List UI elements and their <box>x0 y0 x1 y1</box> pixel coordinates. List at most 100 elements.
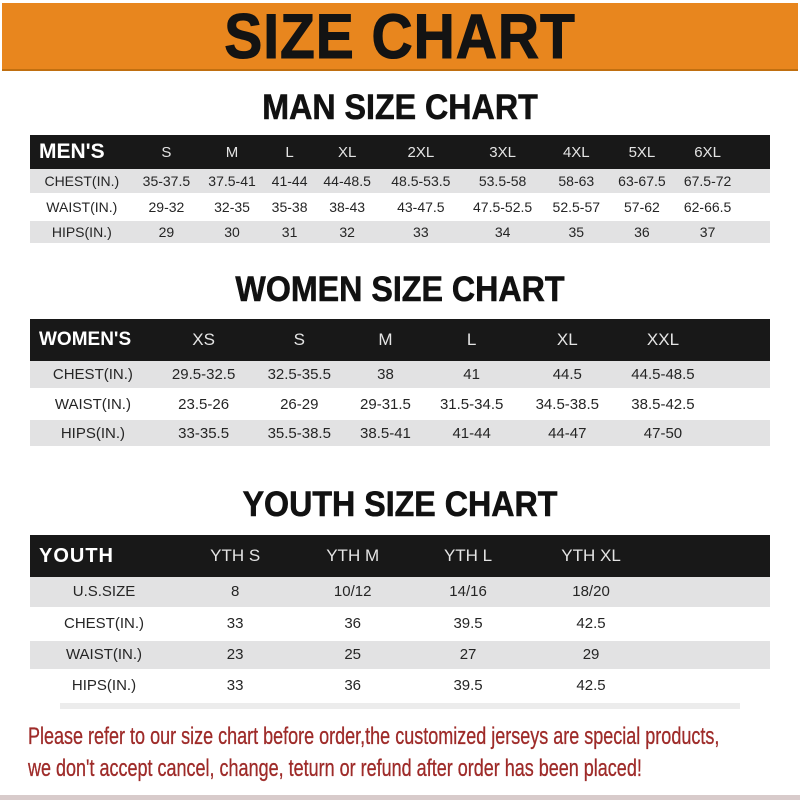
size-cell: 30 <box>199 219 265 246</box>
size-cell: 23.5-26 <box>155 389 252 420</box>
size-cell: 31 <box>264 219 315 246</box>
men-size-table: MEN'S S M L XL 2XL 3XL 4XL 5XL 6XL <box>30 135 770 246</box>
spacer-cell <box>740 169 770 196</box>
size-cell: 25 <box>292 639 414 672</box>
row-label: U.S.SIZE <box>30 577 178 610</box>
size-cell: 32 <box>314 219 380 246</box>
row-label: CHEST(IN.) <box>30 360 156 391</box>
size-cell: 37.5-41 <box>199 169 265 196</box>
size-column-header: YTH XL <box>561 546 621 565</box>
table-row: HIPS(IN.) 33 36 39.5 42.5 <box>30 670 770 703</box>
men-section: MAN SIZE CHART MEN'S S M L XL 2XL 3XL 4X… <box>0 88 800 246</box>
size-cell: 10/12 <box>292 577 414 610</box>
size-column-header: 6XL <box>694 143 721 161</box>
size-cell: 38.5-41 <box>347 418 424 449</box>
size-cell: 53.5-58 <box>461 169 544 196</box>
size-cell: 36 <box>292 670 414 703</box>
size-cell: 58-63 <box>543 169 610 196</box>
size-cell: 52.5-57 <box>543 194 610 221</box>
size-cell: 33 <box>178 608 293 641</box>
size-column-header: XXL <box>646 329 680 349</box>
size-cell: 37 <box>674 219 741 246</box>
youth-header-row: YOUTH YTH S YTH M YTH L YTH XL <box>30 535 770 577</box>
size-cell: 33-35.5 <box>155 418 252 449</box>
table-row: HIPS(IN.) 33-35.5 35.5-38.5 38.5-41 41-4… <box>30 418 770 449</box>
table-row: WAIST(IN.) 23 25 27 29 <box>30 639 770 672</box>
size-cell: 33 <box>178 670 293 703</box>
youth-table-wrap: YOUTH YTH S YTH M YTH L YTH XL U.S.SIZE … <box>0 535 800 709</box>
size-column-header: YTH M <box>326 546 380 565</box>
women-table-label: WOMEN'S <box>39 328 132 350</box>
notice-line-2: we don't accept cancel, change, teturn o… <box>28 754 642 782</box>
row-label: HIPS(IN.) <box>30 418 156 449</box>
size-cell: 35 <box>543 219 610 246</box>
size-column-header: L <box>466 329 477 349</box>
women-section: WOMEN SIZE CHART WOMEN'S XS S M L XL XXL <box>0 269 800 449</box>
row-label: WAIST(IN.) <box>30 389 156 420</box>
size-cell: 41-44 <box>264 169 315 196</box>
spacer-cell <box>659 535 770 577</box>
size-cell: 29 <box>523 639 659 672</box>
size-cell: 39.5 <box>413 670 524 703</box>
size-cell: 62-66.5 <box>674 194 741 221</box>
bottom-edge-strip <box>0 795 800 800</box>
size-column-header: XL <box>556 329 578 349</box>
size-cell: 35-37.5 <box>133 169 200 196</box>
size-cell: 29-32 <box>133 194 200 221</box>
size-column-header: XS <box>192 329 215 349</box>
size-cell: 36 <box>609 219 675 246</box>
footer-notice: Please refer to our size chart before or… <box>0 709 800 785</box>
size-cell: 26-29 <box>251 389 348 420</box>
men-table-wrap: MEN'S S M L XL 2XL 3XL 4XL 5XL 6XL <box>0 135 800 246</box>
row-label: CHEST(IN.) <box>30 608 178 641</box>
size-cell: 43-47.5 <box>379 194 462 221</box>
size-column-header: XL <box>337 143 357 161</box>
size-cell: 39.5 <box>413 608 524 641</box>
spacer-cell <box>740 219 770 246</box>
size-column-header: YTH L <box>443 546 493 565</box>
women-table-wrap: WOMEN'S XS S M L XL XXL CHEST(IN.) 29.5-… <box>0 318 800 449</box>
size-cell: 27 <box>413 639 524 672</box>
row-label: WAIST(IN.) <box>30 194 134 221</box>
size-cell: 34 <box>461 219 544 246</box>
spacer-cell <box>711 319 770 361</box>
women-heading: WOMEN SIZE CHART <box>235 269 565 309</box>
size-cell: 38 <box>347 360 424 391</box>
size-cell: 38-43 <box>314 194 380 221</box>
youth-table-label: YOUTH <box>39 544 114 567</box>
size-cell: 32.5-35.5 <box>251 360 348 391</box>
size-cell: 33 <box>379 219 462 246</box>
size-cell: 44-48.5 <box>314 169 380 196</box>
size-cell: 44.5 <box>519 360 616 391</box>
table-row: CHEST(IN.) 29.5-32.5 32.5-35.5 38 41 44.… <box>30 360 770 391</box>
notice-line-1: Please refer to our size chart before or… <box>28 722 720 750</box>
size-column-header: 5XL <box>628 143 656 161</box>
size-cell: 32-35 <box>199 194 265 221</box>
size-cell: 47.5-52.5 <box>461 194 544 221</box>
size-cell: 48.5-53.5 <box>379 169 462 196</box>
size-cell: 57-62 <box>609 194 675 221</box>
size-cell: 63-67.5 <box>609 169 675 196</box>
size-cell: 29-31.5 <box>347 389 424 420</box>
size-column-header: L <box>285 143 294 161</box>
spacer-cell <box>659 577 770 610</box>
table-row: WAIST(IN.) 23.5-26 26-29 29-31.5 31.5-34… <box>30 389 770 420</box>
row-label: CHEST(IN.) <box>30 169 134 196</box>
size-cell: 14/16 <box>413 577 524 610</box>
spacer-cell <box>710 389 770 420</box>
size-cell: 41-44 <box>423 418 520 449</box>
spacer-cell <box>659 639 770 672</box>
table-row: HIPS(IN.) 29 30 31 32 33 34 35 36 37 <box>30 219 770 246</box>
row-label: WAIST(IN.) <box>30 639 178 672</box>
women-size-table: WOMEN'S XS S M L XL XXL CHEST(IN.) 29.5-… <box>30 318 770 449</box>
youth-section: YOUTH SIZE CHART YOUTH YTH S YTH M YTH L… <box>0 485 800 709</box>
size-column-header: YTH S <box>210 546 261 565</box>
size-column-header: 4XL <box>562 143 590 161</box>
size-cell: 44-47 <box>519 418 616 449</box>
size-column-header: M <box>225 143 239 161</box>
size-cell: 29.5-32.5 <box>155 360 252 391</box>
table-bottom-strip <box>60 702 740 709</box>
size-column-header: S <box>161 143 172 161</box>
size-cell: 44.5-48.5 <box>615 360 711 391</box>
